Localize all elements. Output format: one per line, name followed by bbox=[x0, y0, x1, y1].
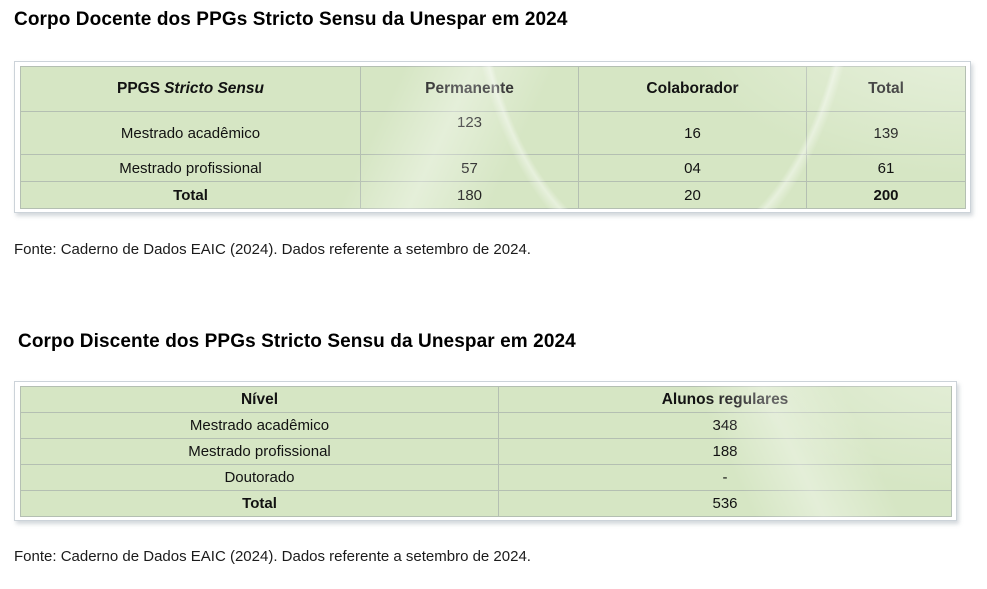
row-label-doutorado: Doutorado bbox=[20, 464, 499, 491]
cell-grand-total: 200 bbox=[806, 181, 966, 209]
cell-permanente-total: 180 bbox=[360, 181, 579, 209]
table-row: Doutorado - bbox=[20, 464, 952, 491]
header-cell-colaborador: Colaborador bbox=[578, 66, 807, 112]
cell-alunos-total: 536 bbox=[498, 490, 952, 517]
discente-header-row: Nível Alunos regulares bbox=[20, 386, 952, 413]
cell-total-value: 139 bbox=[806, 111, 966, 155]
header-cell-alunos-regulares: Alunos regulares bbox=[498, 386, 952, 413]
row-label-mestrado-academico: Mestrado acadêmico bbox=[20, 412, 499, 439]
row-label-mestrado-profissional: Mestrado profissional bbox=[20, 154, 361, 182]
header-cell-total: Total bbox=[806, 66, 966, 112]
cell-total-value: 61 bbox=[806, 154, 966, 182]
header-ppgs-label: PPGS bbox=[117, 80, 161, 97]
discente-table: Nível Alunos regulares Mestrado acadêmic… bbox=[20, 386, 952, 517]
docente-source-note: Fonte: Caderno de Dados EAIC (2024). Dad… bbox=[14, 241, 531, 258]
total-row: Total 536 bbox=[20, 490, 952, 517]
cell-colaborador-value: 04 bbox=[578, 154, 807, 182]
table-row: Mestrado profissional 57 04 61 bbox=[20, 154, 966, 182]
table-row: Mestrado acadêmico 123 16 139 bbox=[20, 111, 966, 155]
docente-table-container: PPGS Stricto Sensu Permanente Colaborador… bbox=[14, 61, 971, 213]
cell-permanente-value: 57 bbox=[360, 154, 579, 182]
docente-header-row: PPGS Stricto Sensu Permanente Colaborador… bbox=[20, 66, 966, 112]
docente-section-title: Corpo Docente dos PPGs Stricto Sensu da … bbox=[14, 9, 568, 30]
cell-alunos-value: - bbox=[498, 464, 952, 491]
discente-source-note: Fonte: Caderno de Dados EAIC (2024). Dad… bbox=[14, 548, 531, 565]
row-label-total: Total bbox=[20, 490, 499, 517]
cell-alunos-value: 348 bbox=[498, 412, 952, 439]
total-row: Total 180 20 200 bbox=[20, 181, 966, 209]
docente-table: PPGS Stricto Sensu Permanente Colaborador… bbox=[20, 66, 966, 209]
table-row: Mestrado acadêmico 348 bbox=[20, 412, 952, 439]
header-stricto-sensu-label: Stricto Sensu bbox=[164, 80, 264, 97]
cell-permanente-value: 123 bbox=[360, 111, 579, 155]
discente-section-title: Corpo Discente dos PPGs Stricto Sensu da… bbox=[18, 331, 576, 352]
header-cell-ppgs: PPGS Stricto Sensu bbox=[20, 66, 361, 112]
cell-colaborador-value: 16 bbox=[578, 111, 807, 155]
row-label-mestrado-academico: Mestrado acadêmico bbox=[20, 111, 361, 155]
row-label-mestrado-profissional: Mestrado profissional bbox=[20, 438, 499, 465]
header-cell-permanente: Permanente bbox=[360, 66, 579, 112]
discente-table-container: Nível Alunos regulares Mestrado acadêmic… bbox=[14, 381, 957, 521]
row-label-total: Total bbox=[20, 181, 361, 209]
table-row: Mestrado profissional 188 bbox=[20, 438, 952, 465]
cell-colaborador-total: 20 bbox=[578, 181, 807, 209]
header-cell-nivel: Nível bbox=[20, 386, 499, 413]
cell-alunos-value: 188 bbox=[498, 438, 952, 465]
